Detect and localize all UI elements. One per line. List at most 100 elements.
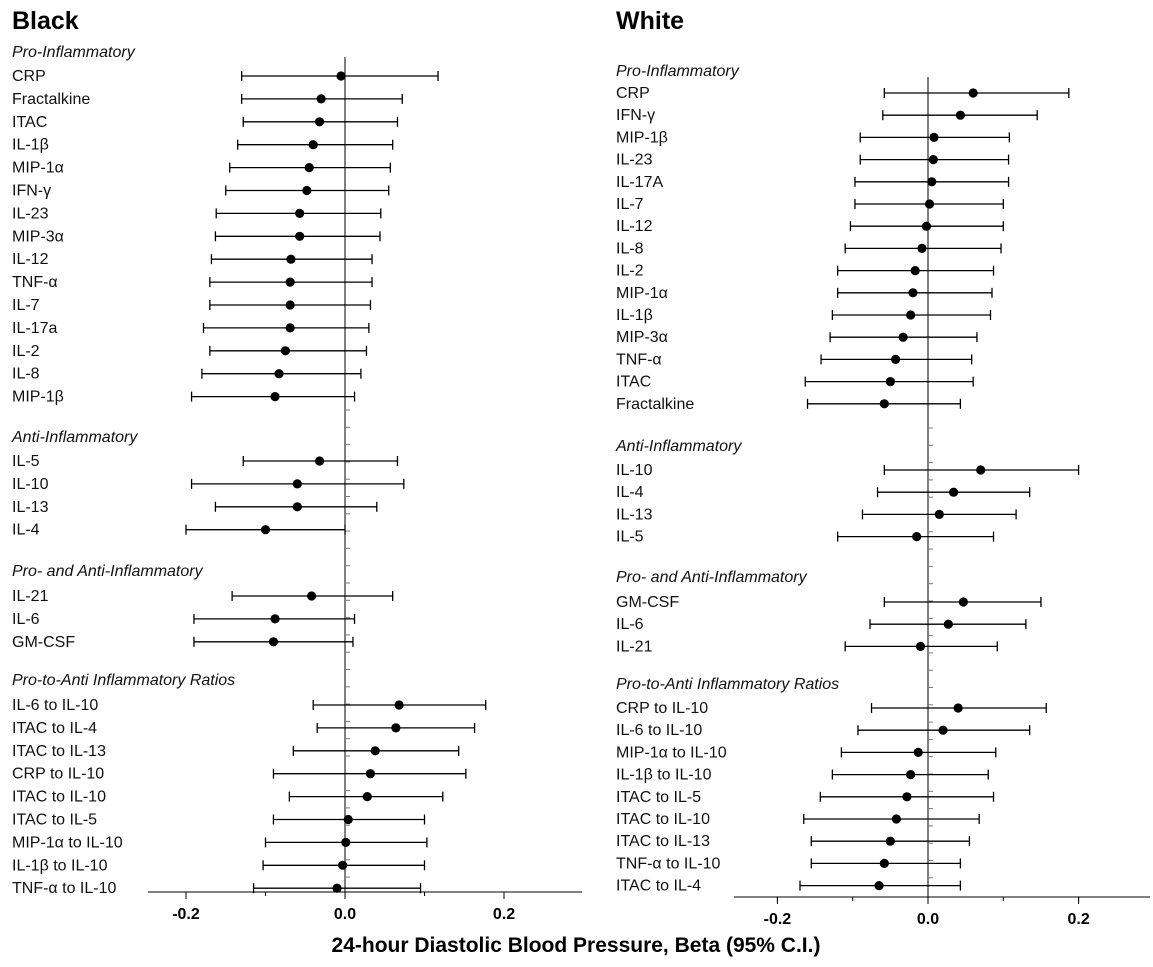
row-label: Fractalkine bbox=[12, 91, 90, 108]
forest-row: IL-6 to IL-10 bbox=[616, 722, 1031, 739]
point-estimate bbox=[891, 354, 901, 364]
group-title: Pro-Inflammatory bbox=[12, 44, 136, 61]
forest-row: Fractalkine bbox=[616, 396, 962, 413]
point-estimate bbox=[362, 792, 372, 802]
forest-row: CRP to IL-10 bbox=[616, 700, 1047, 717]
forest-row: CRP bbox=[616, 85, 1070, 102]
point-estimate bbox=[314, 117, 325, 127]
point-estimate bbox=[370, 746, 380, 756]
forest-row: MIP-1α bbox=[616, 285, 993, 302]
forest-row: IL-4 bbox=[616, 484, 1031, 501]
row-label: IL-10 bbox=[12, 476, 49, 493]
forest-row: ITAC bbox=[12, 114, 399, 131]
forest-row: CRP bbox=[12, 68, 439, 85]
row-label: ITAC to IL-5 bbox=[12, 812, 97, 829]
forest-row: IL-5 bbox=[616, 529, 995, 546]
point-estimate bbox=[934, 509, 944, 519]
x-tick-label: 0.2 bbox=[493, 906, 515, 923]
row-label: IFN-γ bbox=[12, 183, 51, 200]
point-estimate bbox=[280, 346, 290, 356]
forest-row: IL-21 bbox=[12, 588, 394, 605]
row-label: ITAC to IL-4 bbox=[12, 720, 97, 737]
row-label: IL-17A bbox=[616, 174, 663, 191]
row-label: IL-7 bbox=[12, 297, 40, 314]
row-label: IL-2 bbox=[616, 263, 644, 280]
forest-row: TNF-α to IL-10 bbox=[616, 855, 962, 872]
forest-row: MIP-1α bbox=[12, 160, 391, 177]
point-estimate bbox=[285, 277, 295, 287]
point-estimate bbox=[304, 163, 314, 173]
point-estimate bbox=[927, 177, 937, 187]
forest-row: Fractalkine bbox=[12, 91, 403, 108]
row-label: IL-21 bbox=[12, 588, 49, 605]
forest-row: IL-5 bbox=[12, 453, 399, 470]
row-label: IL-13 bbox=[616, 506, 653, 523]
panel-title: White bbox=[616, 7, 684, 35]
point-estimate bbox=[260, 525, 271, 535]
forest-row: IL-7 bbox=[12, 297, 372, 314]
forest-row: ITAC to IL-13 bbox=[616, 833, 971, 850]
forest-row: IL-6 bbox=[616, 616, 1027, 633]
point-estimate bbox=[292, 502, 302, 512]
forest-row: IL-13 bbox=[12, 499, 378, 516]
point-estimate bbox=[270, 614, 280, 624]
point-estimate bbox=[943, 619, 953, 629]
point-estimate bbox=[902, 792, 912, 802]
point-estimate bbox=[968, 88, 978, 98]
row-label: IL-12 bbox=[12, 251, 49, 268]
point-estimate bbox=[924, 199, 935, 209]
row-label: IL-1β bbox=[12, 137, 49, 154]
forest-row: MIP-3α bbox=[616, 329, 978, 346]
row-label: IL-8 bbox=[12, 366, 40, 383]
point-estimate bbox=[879, 399, 889, 409]
point-estimate bbox=[910, 266, 920, 276]
point-estimate bbox=[336, 71, 346, 81]
forest-row: IL-23 bbox=[616, 152, 1010, 169]
forest-row: TNF-α bbox=[616, 351, 973, 368]
row-label: GM-CSF bbox=[12, 634, 75, 651]
row-label: TNF-α to IL-10 bbox=[616, 855, 720, 872]
point-estimate bbox=[915, 641, 926, 652]
point-estimate bbox=[898, 332, 908, 342]
forest-row: ITAC to IL-10 bbox=[12, 789, 444, 806]
panel-white: White -0.2 0.0 0.2 Pro-Inflammatory CRP IFN-γ M… bbox=[615, 7, 1150, 928]
row-label: MIP-3α bbox=[616, 329, 668, 346]
point-estimate bbox=[917, 243, 927, 253]
row-label: IL-7 bbox=[616, 196, 644, 213]
point-estimate bbox=[885, 836, 895, 846]
forest-row: IL-1β to IL-10 bbox=[12, 857, 426, 874]
point-estimate bbox=[874, 881, 884, 891]
point-estimate bbox=[286, 254, 296, 264]
point-estimate bbox=[332, 883, 342, 893]
row-label: ITAC to IL-10 bbox=[12, 789, 106, 806]
row-label: IL-6 to IL-10 bbox=[12, 697, 98, 714]
forest-row: GM-CSF bbox=[12, 634, 354, 651]
point-estimate bbox=[316, 94, 326, 104]
group-title: Anti-Inflammatory bbox=[11, 429, 138, 446]
point-estimate bbox=[949, 487, 959, 497]
point-estimate bbox=[394, 700, 404, 710]
row-label: ITAC bbox=[12, 114, 47, 131]
row-label: TNF-α to IL-10 bbox=[12, 880, 116, 897]
point-estimate bbox=[891, 814, 901, 824]
group-title: Pro-Inflammatory bbox=[616, 63, 740, 80]
point-estimate bbox=[958, 597, 968, 607]
row-label: IL-5 bbox=[12, 453, 40, 470]
point-estimate bbox=[268, 637, 279, 647]
row-label: IL-21 bbox=[616, 638, 653, 655]
x-tick-label: 0.0 bbox=[917, 911, 939, 928]
forest-row: IL-2 bbox=[616, 263, 995, 280]
forest-row: IFN-γ bbox=[616, 107, 1038, 124]
x-tick-label: 0.2 bbox=[1067, 911, 1089, 928]
row-label: IL-12 bbox=[616, 218, 653, 235]
row-label: IL-23 bbox=[616, 152, 653, 169]
row-label: TNF-α bbox=[12, 274, 58, 291]
point-estimate bbox=[928, 155, 938, 165]
forest-row: ITAC to IL-4 bbox=[616, 878, 962, 895]
point-estimate bbox=[938, 725, 948, 735]
row-label: IL-4 bbox=[616, 484, 644, 501]
forest-row: IL-12 bbox=[12, 251, 373, 268]
row-label: IL-23 bbox=[12, 205, 49, 222]
forest-row: TNF-α bbox=[12, 274, 373, 291]
row-label: IL-6 bbox=[12, 611, 40, 628]
